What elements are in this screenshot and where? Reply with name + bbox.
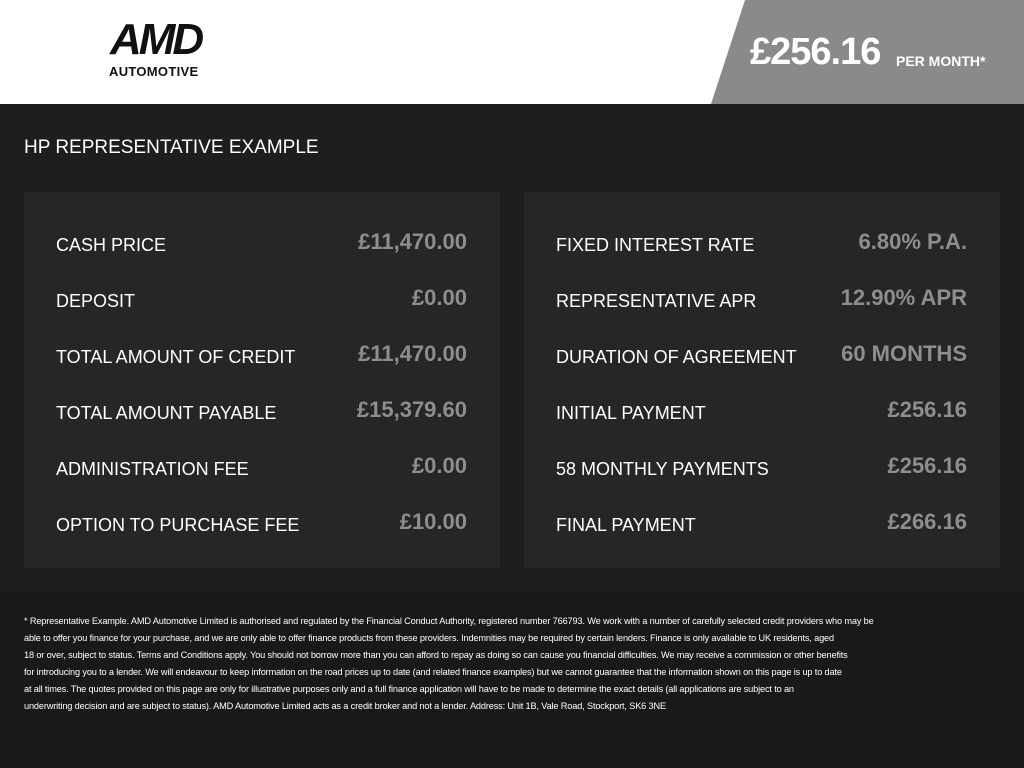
row-value: £266.16 [887, 509, 967, 534]
finance-row: INITIAL PAYMENT £256.16 [556, 397, 967, 427]
price-suffix: PER MONTH* [896, 53, 986, 69]
row-value: 60 MONTHS [841, 341, 967, 366]
finance-row: ADMINISTRATION FEE £0.00 [56, 453, 467, 483]
finance-row: TOTAL AMOUNT PAYABLE £15,379.60 [56, 397, 467, 427]
row-value: £0.00 [411, 453, 467, 478]
right-panel: FIXED INTEREST RATE 6.80% P.A. REPRESENTAT… [524, 192, 1000, 568]
finance-row: TOTAL AMOUNT OF CREDIT £11,470.00 [56, 341, 467, 371]
disclaimer-line: at all times. The quotes provided on thi… [24, 684, 794, 694]
finance-row: DURATION OF AGREEMENT 60 MONTHS [556, 341, 967, 371]
disclaimer-line: 18 or over, subject to status. Terms and… [24, 650, 848, 660]
row-value: £0.00 [411, 285, 467, 310]
row-value: £256.16 [887, 453, 967, 478]
row-value: 6.80% P.A. [858, 229, 967, 254]
footer: * Representative Example. AMD Automotive… [0, 592, 1024, 768]
row-value: £10.00 [399, 509, 467, 534]
row-label: DURATION OF AGREEMENT [556, 347, 797, 367]
finance-row: FINAL PAYMENT £266.16 [556, 509, 967, 539]
disclaimer-line: able to offer you finance for your purch… [24, 633, 834, 643]
row-label: CASH PRICE [56, 235, 167, 255]
row-label: TOTAL AMOUNT PAYABLE [56, 403, 277, 423]
left-panel: CASH PRICE £11,470.00 DEPOSIT £0.00 TOTAL AM… [24, 192, 500, 568]
finance-row: DEPOSIT £0.00 [56, 285, 467, 315]
disclaimer-line: * Representative Example. AMD Automotive… [24, 616, 874, 626]
row-label: ADMINISTRATION FEE [56, 459, 249, 479]
row-value: £11,470.00 [358, 229, 467, 254]
row-value: £256.16 [887, 397, 967, 422]
logo-sub: AUTOMOTIVE [109, 64, 199, 79]
logo-main: AMD [110, 15, 204, 64]
row-label: FINAL PAYMENT [556, 515, 696, 535]
row-label: OPTION TO PURCHASE FEE [56, 515, 300, 535]
row-label: 58 MONTHLY PAYMENTS [556, 459, 769, 479]
row-value: 12.90% APR [840, 285, 967, 310]
finance-row: REPRESENTATIVE APR 12.90% APR [556, 285, 967, 315]
row-label: FIXED INTEREST RATE [556, 235, 755, 255]
finance-row: 58 MONTHLY PAYMENTS £256.16 [556, 453, 967, 483]
finance-row: CASH PRICE £11,470.00 [56, 229, 467, 259]
row-label: INITIAL PAYMENT [556, 403, 706, 423]
row-label: TOTAL AMOUNT OF CREDIT [56, 347, 296, 367]
price-banner-shape [711, 0, 1024, 104]
finance-row: FIXED INTEREST RATE 6.80% P.A. [556, 229, 967, 259]
finance-row: OPTION TO PURCHASE FEE £10.00 [56, 509, 467, 539]
monthly-price: £256.16 [750, 31, 881, 73]
row-label: REPRESENTATIVE APR [556, 291, 757, 311]
section-title: HP REPRESENTATIVE EXAMPLE [24, 137, 319, 158]
row-label: DEPOSIT [56, 291, 136, 311]
disclaimer-line: underwriting decision and are subject to… [24, 701, 666, 711]
header: AMD AUTOMOTIVE £256.16 PER MONTH* [0, 0, 1024, 104]
price-banner [711, 0, 1024, 104]
disclaimer-line: for introducing you to a lender. We will… [24, 667, 842, 677]
row-value: £11,470.00 [358, 341, 467, 366]
row-value: £15,379.60 [356, 397, 467, 422]
